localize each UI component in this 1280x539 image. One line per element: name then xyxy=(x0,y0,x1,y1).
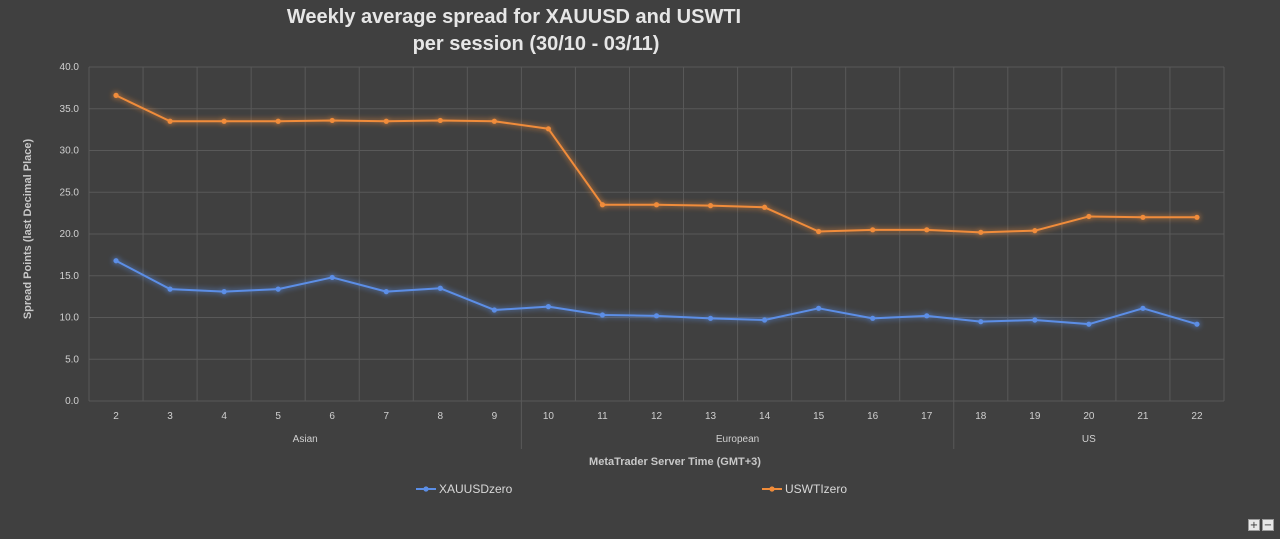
data-point-xauusdzero xyxy=(1086,321,1092,327)
legend-label-xauusdzero: XAUUSDzero xyxy=(439,482,513,496)
data-point-xauusdzero xyxy=(978,319,984,325)
x-tick-label: 3 xyxy=(167,411,173,422)
data-point-xauusdzero xyxy=(1140,305,1146,311)
data-point-uswtizero xyxy=(329,117,335,124)
data-point-xauusdzero xyxy=(1032,317,1038,323)
x-axis-ticks: 2 3 4 5 6 7 8 9 10 11 12 13 14 15 16 17 18 19 20 21 22 xyxy=(113,411,1203,422)
x-tick-label: 21 xyxy=(1137,411,1149,422)
x-tick-label: 17 xyxy=(921,411,933,422)
x-tick-label: 2 xyxy=(113,411,119,422)
data-point-xauusdzero xyxy=(275,286,281,292)
grid xyxy=(88,66,1225,449)
data-point-xauusdzero xyxy=(437,285,443,291)
data-point-xauusdzero xyxy=(924,313,930,319)
data-point-xauusdzero xyxy=(329,274,335,281)
data-point-uswtizero xyxy=(924,227,930,233)
legend-label-uswtizero: USWTIzero xyxy=(785,482,847,496)
x-tick-label: 8 xyxy=(438,411,444,422)
legend: XAUUSDzero USWTIzero xyxy=(416,482,847,496)
legend-item-xauusdzero: XAUUSDzero xyxy=(416,482,513,496)
data-point-uswtizero xyxy=(275,118,281,124)
data-point-uswtizero xyxy=(1086,213,1092,220)
data-point-uswtizero xyxy=(221,118,227,124)
y-tick-label: 30.0 xyxy=(60,146,80,157)
x-tick-label: 4 xyxy=(221,411,227,422)
x-tick-label: 20 xyxy=(1083,411,1095,422)
x-tick-label: 11 xyxy=(597,411,608,422)
x-tick-label: 19 xyxy=(1029,411,1041,422)
x-tick-label: 13 xyxy=(705,411,717,422)
x-tick-label: 7 xyxy=(383,411,389,422)
data-point-xauusdzero xyxy=(870,315,876,321)
legend-item-uswtizero: USWTIzero xyxy=(762,482,847,496)
data-point-xauusdzero xyxy=(167,286,173,292)
y-tick-label: 10.0 xyxy=(60,313,80,324)
data-point-uswtizero xyxy=(599,202,606,208)
session-label-european: European xyxy=(716,434,759,445)
data-point-uswtizero xyxy=(491,118,497,124)
data-point-xauusdzero xyxy=(221,289,227,295)
data-point-uswtizero xyxy=(761,204,768,210)
x-tick-label: 18 xyxy=(975,411,987,422)
data-point-uswtizero xyxy=(870,227,876,233)
data-point-uswtizero xyxy=(1194,214,1200,220)
x-tick-label: 6 xyxy=(329,411,335,422)
data-point-uswtizero xyxy=(816,228,822,235)
data-point-uswtizero xyxy=(707,203,714,209)
data-point-xauusdzero xyxy=(491,307,497,313)
y-axis-ticks: 0.0 5.0 10.0 15.0 20.0 25.0 30.0 35.0 40.0 xyxy=(60,62,80,407)
data-point-uswtizero xyxy=(1032,228,1038,234)
zoom-controls: + − xyxy=(1248,519,1274,531)
y-tick-label: 40.0 xyxy=(60,62,80,73)
data-point-xauusdzero xyxy=(816,305,822,311)
y-axis-title: Spread Points (last Decimal Place) xyxy=(22,138,34,319)
session-labels: Asian European US xyxy=(293,434,1096,445)
x-tick-label: 22 xyxy=(1191,411,1203,422)
series xyxy=(113,92,1200,327)
data-point-xauusdzero xyxy=(545,304,552,310)
y-tick-label: 35.0 xyxy=(60,104,80,115)
data-point-uswtizero xyxy=(437,117,443,124)
x-tick-label: 9 xyxy=(492,411,498,422)
zoom-out-button[interactable]: − xyxy=(1262,519,1274,531)
data-point-uswtizero xyxy=(653,202,660,208)
data-point-xauusdzero xyxy=(761,317,768,323)
series-uswtizero xyxy=(113,92,1200,235)
chart-title-line-1: Weekly average spread for XAUUSD and USW… xyxy=(287,6,741,28)
data-point-uswtizero xyxy=(545,126,552,132)
data-point-uswtizero xyxy=(1140,214,1146,220)
data-point-xauusdzero xyxy=(383,289,389,295)
session-label-us: US xyxy=(1082,434,1096,445)
series-xauusdzero xyxy=(113,258,1200,327)
y-tick-label: 15.0 xyxy=(60,271,80,282)
chart-title-line-2: per session (30/10 - 03/11) xyxy=(413,33,660,55)
data-point-xauusdzero xyxy=(113,258,119,264)
y-tick-label: 5.0 xyxy=(65,354,79,365)
data-point-xauusdzero xyxy=(707,315,714,321)
x-tick-label: 14 xyxy=(759,411,771,422)
data-point-xauusdzero xyxy=(599,312,606,318)
x-tick-label: 15 xyxy=(813,411,825,422)
session-label-asian: Asian xyxy=(293,434,318,445)
series-line-uswtizero xyxy=(115,94,1197,234)
x-tick-label: 10 xyxy=(543,411,555,422)
x-tick-label: 5 xyxy=(275,411,281,422)
y-tick-label: 0.0 xyxy=(65,396,79,407)
data-point-uswtizero xyxy=(978,229,984,235)
data-point-xauusdzero xyxy=(1194,321,1200,327)
x-axis-title: MetaTrader Server Time (GMT+3) xyxy=(589,456,761,468)
legend-marker-uswtizero xyxy=(769,486,775,492)
x-tick-label: 12 xyxy=(651,411,663,422)
data-point-uswtizero xyxy=(113,92,119,98)
legend-marker-xauusdzero xyxy=(423,486,429,492)
x-tick-label: 16 xyxy=(867,411,879,422)
data-point-xauusdzero xyxy=(653,313,660,319)
data-point-uswtizero xyxy=(383,118,389,124)
zoom-in-button[interactable]: + xyxy=(1248,519,1260,531)
y-tick-label: 25.0 xyxy=(60,187,80,198)
y-tick-label: 20.0 xyxy=(60,229,80,240)
data-point-uswtizero xyxy=(167,118,173,124)
